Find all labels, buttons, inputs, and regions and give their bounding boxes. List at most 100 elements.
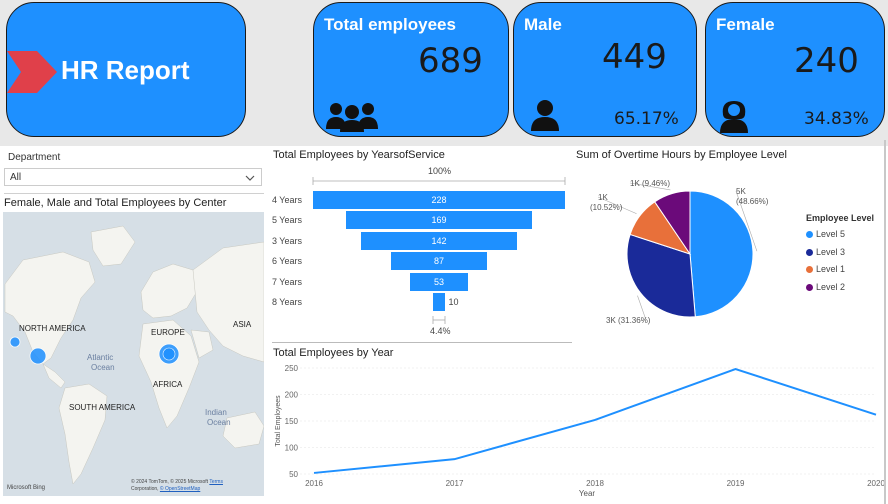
- pie-data-label: 1K: [598, 193, 608, 202]
- line-y-tick: 250: [285, 364, 299, 373]
- openstreetmap-link[interactable]: © OpenStreetMap: [159, 486, 201, 492]
- funnel-category-label: 3 Years: [271, 235, 302, 246]
- funnel-title: Total Employees by YearsofService: [273, 149, 445, 161]
- male-value: 449: [602, 37, 667, 77]
- funnel-bar[interactable]: [409, 272, 469, 291]
- funnel-bar-value: 10: [448, 297, 459, 307]
- map-label-north-america: NORTH AMERICA: [19, 324, 86, 333]
- map-title: Female, Male and Total Employees by Cent…: [4, 197, 227, 209]
- line-chart: 50 100 150 200 250 2016 2017 2018 2019 2020 Year To…: [275, 364, 885, 498]
- line-x-tick: 2018: [586, 479, 604, 488]
- funnel-axis-bottom: [432, 316, 446, 324]
- male-label: Male: [524, 15, 562, 34]
- pie-legend-label: Level 3: [816, 246, 846, 257]
- pie-leader-line: [637, 295, 647, 321]
- map-label-indian-ocean: Ocean: [207, 418, 231, 427]
- funnel-bar-value: 53: [433, 276, 444, 287]
- funnel-bar-value: 87: [433, 256, 444, 267]
- funnel-bar[interactable]: [345, 211, 533, 230]
- pie-legend-item[interactable]: Level 3: [806, 247, 845, 257]
- pie-data-label-percent: (48.66%): [736, 197, 769, 206]
- male-card: Male 449 65.17%: [513, 2, 697, 137]
- funnel-bar[interactable]: [360, 231, 518, 250]
- funnel-bar-value: 169: [431, 215, 447, 226]
- funnel-bar[interactable]: [313, 191, 565, 209]
- pie-leader-line: [735, 190, 758, 252]
- pie-legend-item[interactable]: Level 2: [806, 282, 845, 292]
- map-terms-link[interactable]: Terms: [209, 479, 223, 485]
- female-card: Female 240 34.83%: [705, 2, 885, 137]
- map-label-asia: ASIA: [233, 320, 252, 329]
- female-percent: 34.83%: [804, 109, 869, 129]
- total-employees-label: Total employees: [324, 15, 456, 34]
- map-attribution: © 2024 TomTom, © 2025 Microsoft Terms Co…: [131, 479, 223, 492]
- legend-dot-icon: [806, 248, 813, 256]
- funnel-top-label: 100%: [428, 166, 452, 176]
- line-y-tick: 200: [285, 391, 299, 400]
- group-people-icon: [326, 103, 378, 132]
- pie-legend-item[interactable]: Level 5: [806, 229, 845, 239]
- line-y-axis-label: Total Employees: [275, 395, 282, 447]
- total-employees-value: 689: [418, 41, 483, 81]
- legend-dot-icon: [806, 283, 813, 291]
- pie-slice[interactable]: [626, 233, 696, 318]
- funnel-category-label: 7 Years: [271, 276, 302, 287]
- line-x-tick: 2019: [727, 479, 745, 488]
- line-y-tick: 150: [285, 417, 299, 426]
- map-bubble-europe-inner[interactable]: [162, 347, 176, 361]
- pie-legend-label: Level 5: [816, 229, 846, 239]
- line-x-axis-label: Year: [579, 489, 596, 498]
- funnel-bar-value: 228: [431, 195, 447, 205]
- line-series[interactable]: [313, 368, 877, 474]
- line-title: Total Employees by Year: [273, 347, 394, 359]
- male-percent: 65.17%: [614, 109, 679, 129]
- funnel-category-label: 5 Years: [271, 215, 302, 226]
- map-label-africa: AFRICA: [153, 380, 183, 389]
- legend-dot-icon: [806, 231, 813, 239]
- line-x-tick: 2017: [446, 479, 464, 488]
- female-value: 240: [794, 41, 859, 81]
- pie-legend-item[interactable]: Level 1: [806, 264, 845, 274]
- pie-data-label: 5K: [736, 187, 746, 196]
- department-dropdown[interactable]: All: [4, 168, 262, 186]
- legend-dot-icon: [806, 266, 813, 274]
- department-dropdown-value: All: [10, 172, 22, 183]
- map-label-atlantic: Atlantic: [87, 353, 114, 362]
- map-label-indian: Indian: [205, 408, 227, 417]
- pie-chart: 5K(48.66%) 3K (31.36%) 1K(10.52%) 1K (9.46%…: [590, 179, 769, 325]
- pie-legend-title: Employee Level: [806, 213, 875, 223]
- map-label-europe: EUROPE: [151, 328, 185, 337]
- total-employees-card: Total employees 689: [313, 2, 509, 137]
- map-bubble-west-coast[interactable]: [9, 336, 21, 348]
- male-person-icon: [531, 100, 559, 131]
- line-y-tick: 100: [285, 444, 299, 453]
- funnel-divider: [272, 342, 572, 343]
- pie-data-label: 1K (9.46%): [630, 179, 670, 188]
- chevron-down-icon: [245, 175, 255, 181]
- female-person-icon: [720, 101, 748, 133]
- funnel-bar[interactable]: [433, 293, 445, 311]
- funnel-bar[interactable]: [390, 252, 488, 271]
- funnel-category-label: 4 Years: [271, 195, 302, 205]
- funnel-bottom-label: 4.4%: [430, 326, 451, 336]
- funnel-axis-top: [312, 177, 566, 185]
- chevron-logo-icon: [7, 51, 57, 93]
- slicer-divider: [4, 193, 264, 194]
- pie-data-label: 3K (31.36%): [606, 316, 651, 325]
- map-label-south-america: SOUTH AMERICA: [69, 403, 136, 412]
- funnel-category-label: 8 Years: [271, 297, 302, 307]
- pie-slice[interactable]: [654, 190, 691, 256]
- pie-data-label-percent: (10.52%): [590, 203, 623, 212]
- report-title: HR Report: [61, 55, 190, 85]
- pie-title: Sum of Overtime Hours by Employee Level: [576, 149, 787, 161]
- funnel-bar-value: 142: [431, 235, 447, 246]
- bing-logo: Microsoft Bing: [7, 485, 46, 491]
- map-bubble-north-america[interactable]: [29, 347, 47, 365]
- pie-leader-line: [629, 182, 671, 191]
- line-x-tick: 2020: [867, 479, 885, 488]
- female-label: Female: [716, 15, 775, 34]
- employee-center-map[interactable]: NORTH AMERICA EUROPE ASIA AFRICA SOUTH A…: [3, 212, 264, 496]
- pie-slice[interactable]: [689, 190, 754, 318]
- right-edge-divider: [884, 140, 886, 504]
- funnel-category-label: 6 Years: [271, 256, 302, 267]
